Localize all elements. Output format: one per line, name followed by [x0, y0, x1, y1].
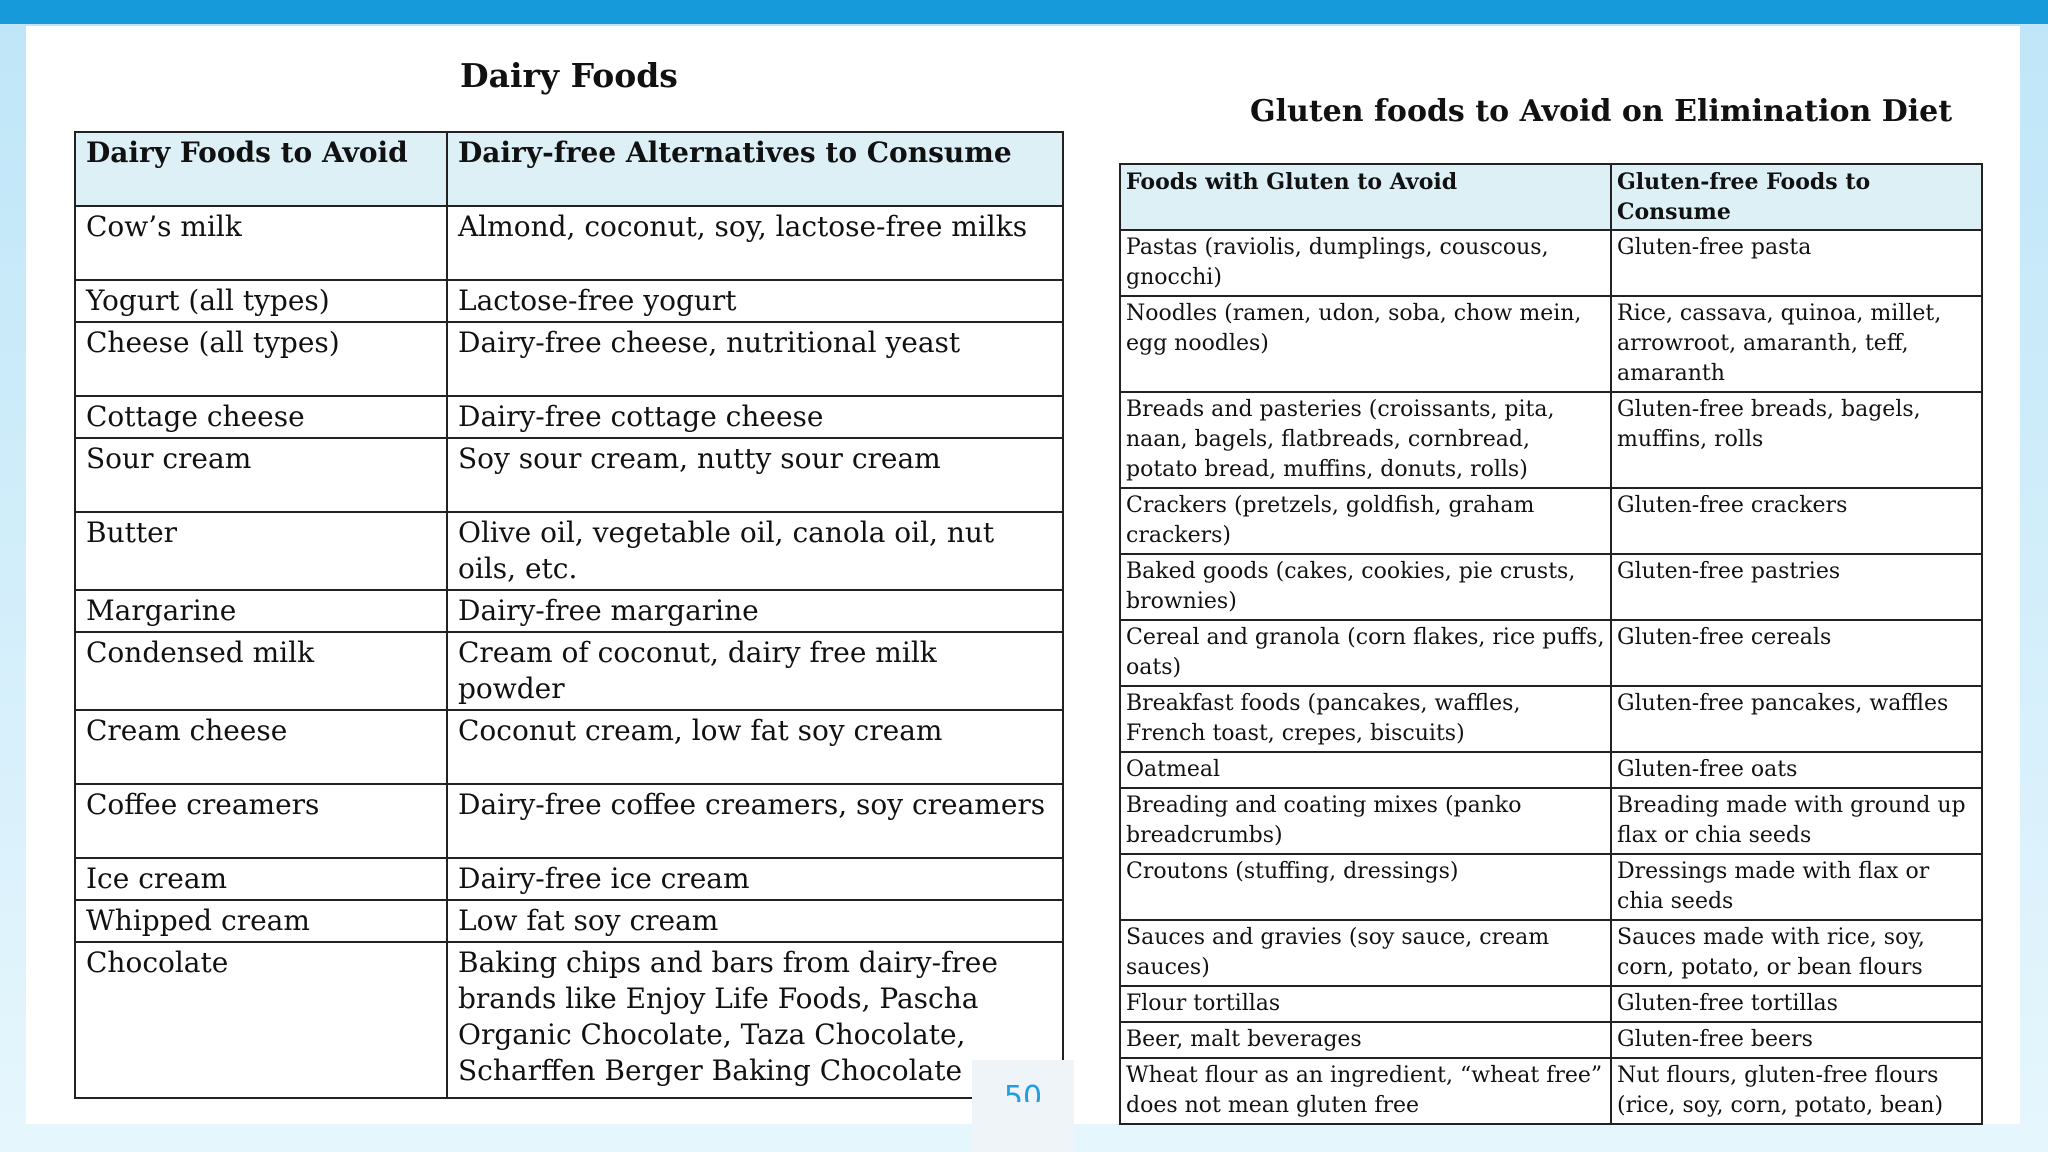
gluten-avoid-cell: Noodles (ramen, udon, soba, chow mein, e…: [1119, 295, 1612, 393]
dairy-avoid-cell: Yogurt (all types): [74, 279, 448, 323]
dairy-alternative-cell: Dairy-free ice cream: [446, 857, 1064, 901]
dairy-alternative-cell: Dairy-free cheese, nutritional yeast: [446, 321, 1064, 397]
column-header-avoid: Dairy Foods to Avoid: [74, 131, 448, 207]
gluten-avoid-cell: Breads and pasteries (croissants, pita, …: [1119, 391, 1612, 489]
dairy-avoid-cell: Cow’s milk: [74, 205, 448, 281]
gluten-avoid-cell: Sauces and gravies (soy sauce, cream sau…: [1119, 919, 1612, 987]
gluten-consume-cell: Gluten-free oats: [1610, 751, 1983, 789]
dairy-avoid-cell: Butter: [74, 511, 448, 591]
table-row: Chocolate Baking chips and bars from dai…: [74, 941, 1064, 1099]
table-row: Croutons (stuffing, dressings) Dressings…: [1119, 853, 1983, 921]
dairy-alternative-cell: Low fat soy cream: [446, 899, 1064, 943]
table-row: Cream cheese Coconut cream, low fat soy …: [74, 709, 1064, 785]
gluten-consume-cell: Gluten-free pasta: [1610, 229, 1983, 297]
table-row: Sauces and gravies (soy sauce, cream sau…: [1119, 919, 1983, 987]
dairy-alternative-cell: Lactose-free yogurt: [446, 279, 1064, 323]
dairy-avoid-cell: Condensed milk: [74, 631, 448, 711]
table-row: Breakfast foods (pancakes, waffles, Fren…: [1119, 685, 1983, 753]
dairy-alternative-cell: Dairy-free margarine: [446, 589, 1064, 633]
dairy-alternative-cell: Baking chips and bars from dairy-free br…: [446, 941, 1064, 1099]
column-header-alternative: Dairy-free Alternatives to Consume: [446, 131, 1064, 207]
dairy-foods-table: Dairy Foods to Avoid Dairy-free Alternat…: [74, 131, 1064, 1099]
table-row: Sour cream Soy sour cream, nutty sour cr…: [74, 437, 1064, 513]
dairy-avoid-cell: Cheese (all types): [74, 321, 448, 397]
column-header-avoid: Foods with Gluten to Avoid: [1119, 163, 1612, 231]
gluten-consume-cell: Gluten-free breads, bagels, muffins, rol…: [1610, 391, 1983, 489]
gluten-avoid-cell: Breading and coating mixes (panko breadc…: [1119, 787, 1612, 855]
dairy-avoid-cell: Margarine: [74, 589, 448, 633]
gluten-avoid-cell: Cereal and granola (corn flakes, rice pu…: [1119, 619, 1612, 687]
dairy-avoid-cell: Coffee creamers: [74, 783, 448, 859]
table-row: Cottage cheese Dairy-free cottage cheese: [74, 395, 1064, 439]
table-row: Coffee creamers Dairy-free coffee creame…: [74, 783, 1064, 859]
dairy-alternative-cell: Almond, coconut, soy, lactose-free milks: [446, 205, 1064, 281]
gluten-consume-cell: Gluten-free beers: [1610, 1021, 1983, 1059]
gluten-consume-cell: Gluten-free cereals: [1610, 619, 1983, 687]
page-number-tab: 50: [972, 1060, 1074, 1152]
table-row: Cheese (all types) Dairy-free cheese, nu…: [74, 321, 1064, 397]
gluten-consume-cell: Breading made with ground up flax or chi…: [1610, 787, 1983, 855]
gluten-consume-cell: Gluten-free crackers: [1610, 487, 1983, 555]
table-row: Breading and coating mixes (panko breadc…: [1119, 787, 1983, 855]
gluten-avoid-cell: Oatmeal: [1119, 751, 1612, 789]
table-row: Crackers (pretzels, goldfish, graham cra…: [1119, 487, 1983, 555]
gluten-avoid-cell: Croutons (stuffing, dressings): [1119, 853, 1612, 921]
gluten-avoid-cell: Flour tortillas: [1119, 985, 1612, 1023]
dairy-avoid-cell: Cottage cheese: [74, 395, 448, 439]
table-row: Noodles (ramen, udon, soba, chow mein, e…: [1119, 295, 1983, 393]
table-row: Breads and pasteries (croissants, pita, …: [1119, 391, 1983, 489]
table-row: Ice cream Dairy-free ice cream: [74, 857, 1064, 901]
gluten-avoid-cell: Baked goods (cakes, cookies, pie crusts,…: [1119, 553, 1612, 621]
gluten-avoid-cell: Crackers (pretzels, goldfish, graham cra…: [1119, 487, 1612, 555]
dairy-alternative-cell: Soy sour cream, nutty sour cream: [446, 437, 1064, 513]
slide: Dairy Foods Dairy Foods to Avoid Dairy-f…: [26, 26, 2020, 1125]
dairy-alternative-cell: Dairy-free cottage cheese: [446, 395, 1064, 439]
table-row: Cereal and granola (corn flakes, rice pu…: [1119, 619, 1983, 687]
table-row: Pastas (raviolis, dumplings, couscous, g…: [1119, 229, 1983, 297]
dairy-avoid-cell: Whipped cream: [74, 899, 448, 943]
dairy-avoid-cell: Ice cream: [74, 857, 448, 901]
gluten-foods-table: Foods with Gluten to Avoid Gluten-free F…: [1119, 163, 1983, 1125]
column-header-consume: Gluten-free Foods to Consume: [1610, 163, 1983, 231]
gluten-consume-cell: Nut flours, gluten-free flours (rice, so…: [1610, 1057, 1983, 1125]
table-row: Flour tortillas Gluten-free tortillas: [1119, 985, 1983, 1023]
gluten-consume-cell: Gluten-free tortillas: [1610, 985, 1983, 1023]
table-row: Yogurt (all types) Lactose-free yogurt: [74, 279, 1064, 323]
dairy-avoid-cell: Sour cream: [74, 437, 448, 513]
table-row: Oatmeal Gluten-free oats: [1119, 751, 1983, 789]
dairy-foods-title: Dairy Foods: [460, 56, 678, 95]
dairy-alternative-cell: Cream of coconut, dairy free milk powder: [446, 631, 1064, 711]
table-header-row: Foods with Gluten to Avoid Gluten-free F…: [1119, 163, 1983, 231]
gluten-consume-cell: Gluten-free pastries: [1610, 553, 1983, 621]
table-row: Wheat flour as an ingredient, “wheat fre…: [1119, 1057, 1983, 1125]
gluten-avoid-cell: Wheat flour as an ingredient, “wheat fre…: [1119, 1057, 1612, 1125]
dairy-avoid-cell: Chocolate: [74, 941, 448, 1099]
gluten-consume-cell: Rice, cassava, quinoa, millet, arrowroot…: [1610, 295, 1983, 393]
dairy-alternative-cell: Olive oil, vegetable oil, canola oil, nu…: [446, 511, 1064, 591]
gluten-foods-title: Gluten foods to Avoid on Elimination Die…: [1250, 94, 1953, 129]
table-row: Condensed milk Cream of coconut, dairy f…: [74, 631, 1064, 711]
gluten-consume-cell: Gluten-free pancakes, waffles: [1610, 685, 1983, 753]
table-row: Cow’s milk Almond, coconut, soy, lactose…: [74, 205, 1064, 281]
table-row: Baked goods (cakes, cookies, pie crusts,…: [1119, 553, 1983, 621]
dairy-alternative-cell: Dairy-free coffee creamers, soy creamers: [446, 783, 1064, 859]
gluten-consume-cell: Dressings made with flax or chia seeds: [1610, 853, 1983, 921]
gluten-avoid-cell: Pastas (raviolis, dumplings, couscous, g…: [1119, 229, 1612, 297]
table-header-row: Dairy Foods to Avoid Dairy-free Alternat…: [74, 131, 1064, 207]
page-number: 50: [1003, 1080, 1043, 1102]
table-row: Margarine Dairy-free margarine: [74, 589, 1064, 633]
dairy-avoid-cell: Cream cheese: [74, 709, 448, 785]
gluten-avoid-cell: Breakfast foods (pancakes, waffles, Fren…: [1119, 685, 1612, 753]
table-row: Whipped cream Low fat soy cream: [74, 899, 1064, 943]
dairy-alternative-cell: Coconut cream, low fat soy cream: [446, 709, 1064, 785]
table-row: Butter Olive oil, vegetable oil, canola …: [74, 511, 1064, 591]
table-row: Beer, malt beverages Gluten-free beers: [1119, 1021, 1983, 1059]
gluten-consume-cell: Sauces made with rice, soy, corn, potato…: [1610, 919, 1983, 987]
gluten-avoid-cell: Beer, malt beverages: [1119, 1021, 1612, 1059]
